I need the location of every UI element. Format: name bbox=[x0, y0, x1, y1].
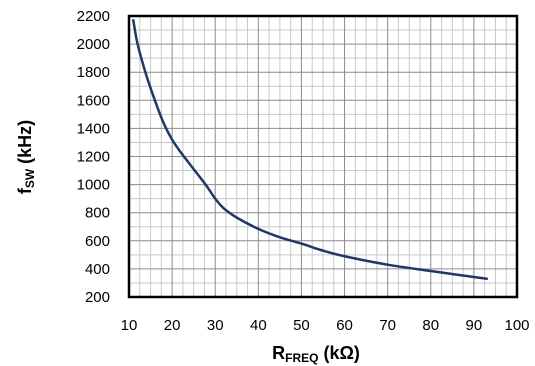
x-tick-label: 70 bbox=[379, 317, 396, 334]
y-axis-title: fSW (kHz) bbox=[15, 120, 37, 194]
x-tick-label: 80 bbox=[422, 317, 439, 334]
y-tick-label: 400 bbox=[85, 261, 110, 278]
y-axis-title-sub: SW bbox=[23, 168, 37, 188]
x-tick-label: 30 bbox=[207, 317, 224, 334]
x-tick-label: 50 bbox=[293, 317, 310, 334]
y-tick-label: 1200 bbox=[77, 149, 110, 166]
y-tick-label: 2200 bbox=[77, 8, 110, 25]
x-axis-title: RFREQ (kΩ) bbox=[272, 343, 360, 365]
y-tick-label: 200 bbox=[85, 289, 110, 306]
y-tick-label: 2000 bbox=[77, 36, 110, 53]
y-tick-label: 800 bbox=[85, 205, 110, 222]
x-tick-label: 20 bbox=[164, 317, 181, 334]
x-tick-label: 60 bbox=[336, 317, 353, 334]
y-tick-label: 1800 bbox=[77, 64, 110, 81]
x-tick-label: 40 bbox=[250, 317, 267, 334]
series-line bbox=[132, 18, 489, 280]
y-tick-label: 600 bbox=[85, 233, 110, 250]
y-tick-label: 1000 bbox=[77, 177, 110, 194]
x-tick-labels: 10 20 30 40 50 60 70 80 90 100 bbox=[121, 317, 530, 334]
y-axis-title-main: f bbox=[15, 187, 35, 194]
y-axis-title-unit: (kHz) bbox=[15, 120, 35, 169]
x-tick-label: 100 bbox=[504, 317, 529, 334]
plot-area-border bbox=[127, 14, 519, 299]
x-axis-title-unit: (kΩ) bbox=[318, 343, 359, 363]
x-tick-label: 10 bbox=[121, 317, 138, 334]
x-axis-title-main: R bbox=[272, 343, 285, 363]
x-tick-label: 90 bbox=[466, 317, 483, 334]
y-tick-labels: 200 400 600 800 1000 1200 1400 1600 1800 2000 2200 bbox=[77, 8, 110, 306]
x-axis-title-sub: FREQ bbox=[285, 351, 318, 365]
y-tick-label: 1400 bbox=[77, 120, 110, 137]
y-tick-label: 1600 bbox=[77, 92, 110, 109]
